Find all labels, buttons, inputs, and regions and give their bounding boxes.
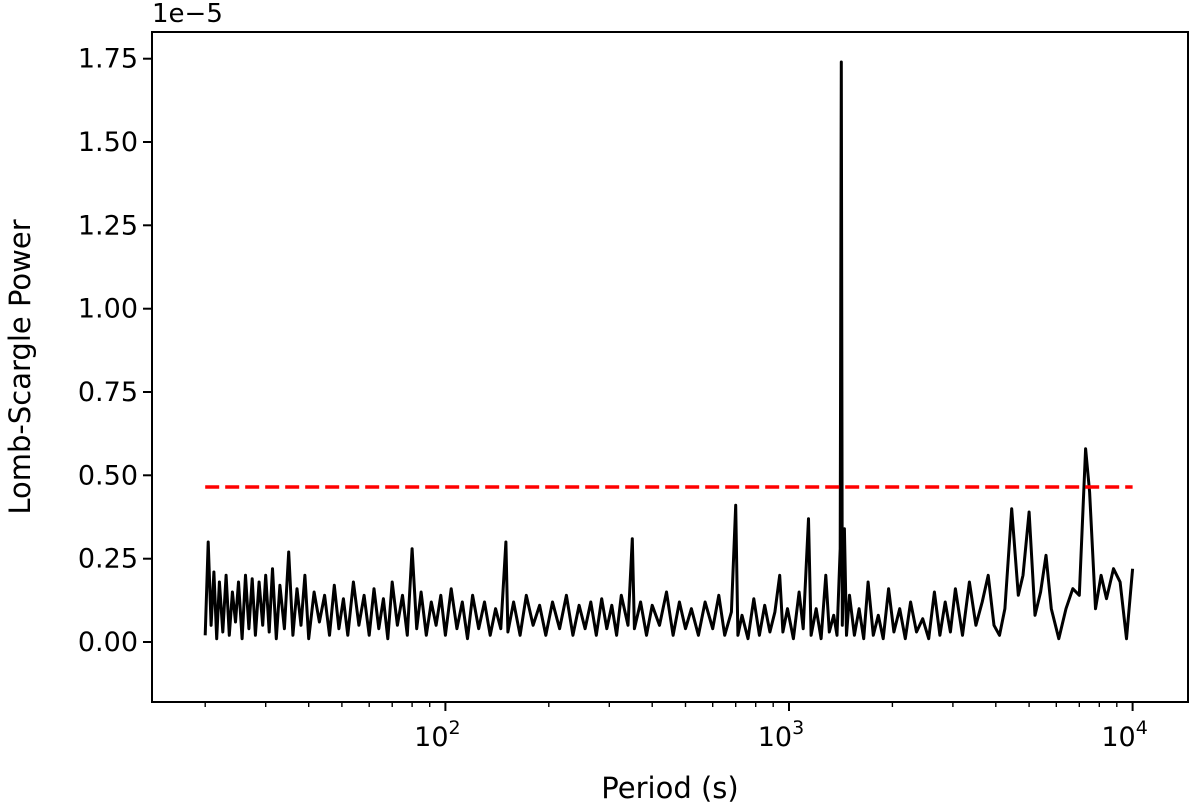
y-tick-label: 1.75 [78,44,138,75]
y-tick-label: 0.75 [78,377,138,408]
x-tick-label: 103 [758,717,804,753]
x-tick-label: 102 [414,717,460,753]
x-axis-label: Period (s) [601,771,738,805]
y-tick-label: 0.25 [78,544,138,575]
series-layer [203,60,1135,641]
y-offset-label: 1e−5 [152,0,223,29]
plot-frame [151,31,1189,703]
y-tick-label: 0.00 [78,627,138,658]
y-tick-label: 1.50 [78,127,138,158]
x-axis-ticks: 102 103 104 [204,702,1148,753]
series-0-line [203,60,1135,641]
y-axis-ticks: 0.00 0.25 0.50 0.75 1.00 1.25 1.50 1.75 [78,44,152,658]
y-tick-label: 0.50 [78,460,138,491]
y-tick-label: 1.00 [78,294,138,325]
y-axis-label: Lomb-Scargle Power [3,219,37,514]
x-tick-label: 104 [1101,717,1147,753]
y-tick-label: 1.25 [78,210,138,241]
